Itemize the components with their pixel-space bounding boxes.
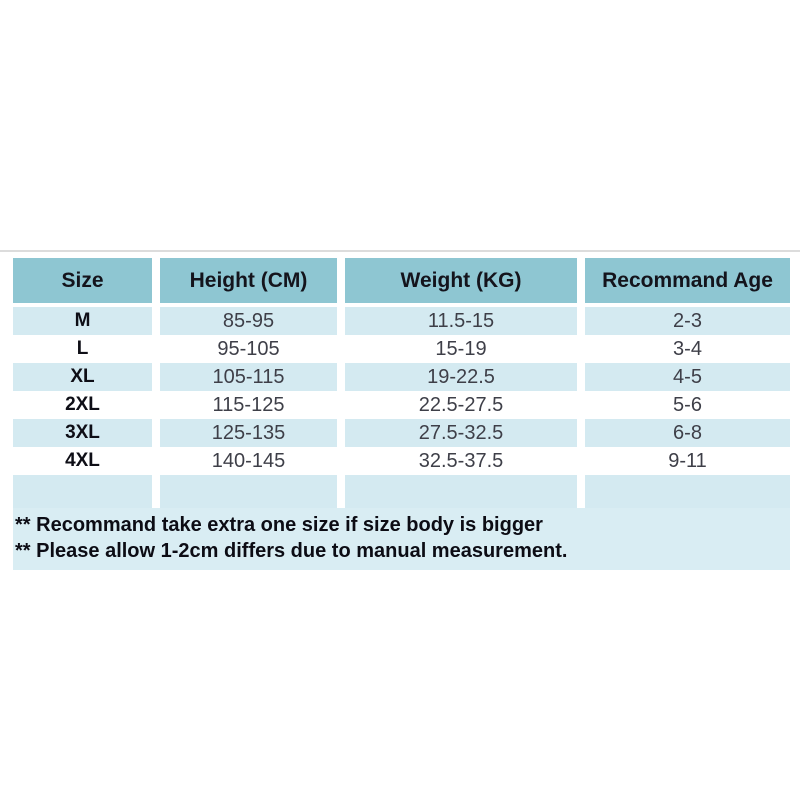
table-row-xl: XL 105-115 19-22.5 4-5	[13, 363, 790, 391]
age-value: 9-11	[585, 447, 790, 475]
size-value: 2XL	[13, 391, 152, 419]
height-value: 140-145	[160, 447, 337, 475]
table-row-3xl: 3XL 125-135 27.5-32.5 6-8	[13, 419, 790, 447]
weight-value: 11.5-15	[345, 307, 577, 335]
top-divider-line	[0, 250, 800, 252]
height-value: 85-95	[160, 307, 337, 335]
height-value: 125-135	[160, 419, 337, 447]
weight-value: 27.5-32.5	[345, 419, 577, 447]
age-value: 3-4	[585, 335, 790, 363]
empty-cell	[13, 475, 152, 508]
table-row-m: M 85-95 11.5-15 2-3	[13, 307, 790, 335]
age-value: 6-8	[585, 419, 790, 447]
empty-cell	[585, 475, 790, 508]
table-empty-row	[13, 475, 790, 508]
weight-value: 22.5-27.5	[345, 391, 577, 419]
height-value: 105-115	[160, 363, 337, 391]
height-value: 95-105	[160, 335, 337, 363]
column-header-height: Height (CM)	[160, 258, 337, 303]
table-row-l: L 95-105 15-19 3-4	[13, 335, 790, 363]
empty-cell	[160, 475, 337, 508]
column-header-size: Size	[13, 258, 152, 303]
table-header-row: Size Height (CM) Weight (KG) Recommand A…	[13, 258, 790, 303]
empty-cell	[345, 475, 577, 508]
age-value: 4-5	[585, 363, 790, 391]
size-chart-table: Size Height (CM) Weight (KG) Recommand A…	[13, 258, 790, 570]
age-value: 2-3	[585, 307, 790, 335]
age-value: 5-6	[585, 391, 790, 419]
size-value: L	[13, 335, 152, 363]
column-header-weight: Weight (KG)	[345, 258, 577, 303]
size-value: 4XL	[13, 447, 152, 475]
note-line-2: ** Please allow 1-2cm differs due to man…	[15, 540, 568, 562]
weight-value: 32.5-37.5	[345, 447, 577, 475]
notes-section: ** Recommand take extra one size if size…	[13, 508, 790, 570]
table-row-4xl: 4XL 140-145 32.5-37.5 9-11	[13, 447, 790, 475]
size-value: 3XL	[13, 419, 152, 447]
height-value: 115-125	[160, 391, 337, 419]
weight-value: 15-19	[345, 335, 577, 363]
table-row-2xl: 2XL 115-125 22.5-27.5 5-6	[13, 391, 790, 419]
weight-value: 19-22.5	[345, 363, 577, 391]
size-value: M	[13, 307, 152, 335]
size-value: XL	[13, 363, 152, 391]
column-header-age: Recommand Age	[585, 258, 790, 303]
note-line-1: ** Recommand take extra one size if size…	[15, 514, 543, 536]
